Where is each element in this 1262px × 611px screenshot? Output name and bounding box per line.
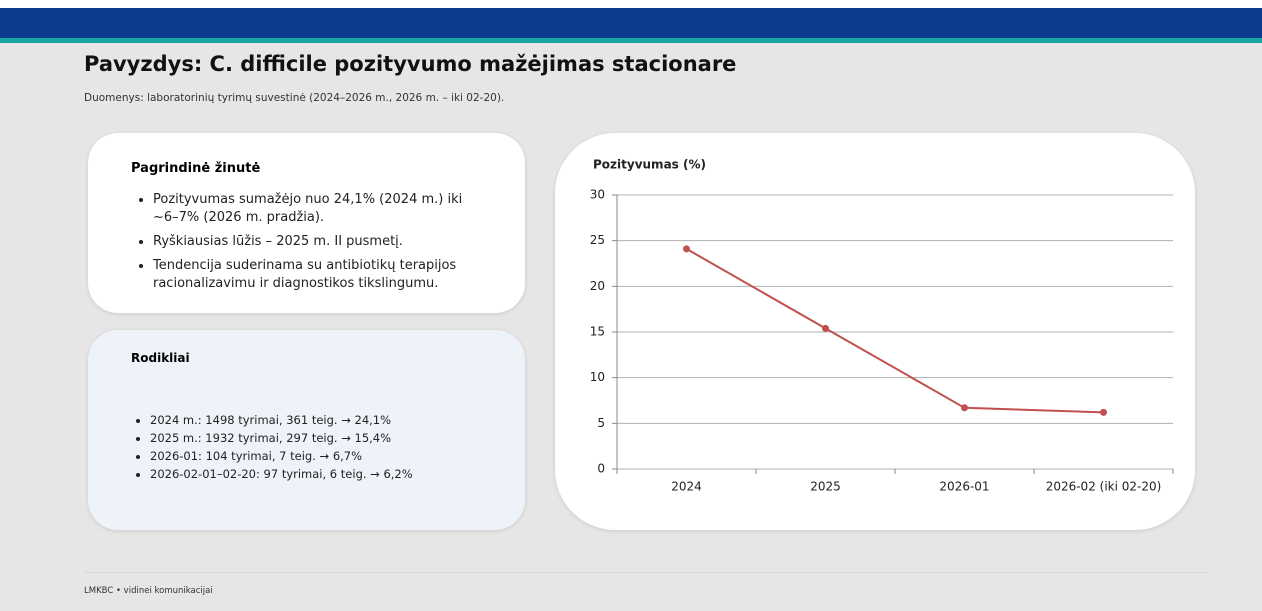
x-tick-label: 2025 — [810, 480, 841, 494]
y-tick-label: 5 — [597, 416, 605, 430]
bullet-list: 2024 m.: 1498 tyrimai, 361 teig. → 24,1%… — [130, 413, 530, 485]
card-title: Rodikliai — [131, 351, 190, 365]
footer: LMKBC • vidinei komunikacijai — [84, 586, 213, 596]
y-tick-label: 15 — [590, 325, 605, 339]
top-strip — [0, 0, 1262, 8]
key-message-card: Pagrindinė žinutė Pozityvumas sumažėjo n… — [88, 133, 525, 313]
x-tick-label: 2026-01 — [939, 480, 989, 494]
bullet: 2026-02-01–02-20: 97 tyrimai, 6 teig. → … — [150, 467, 530, 482]
bullet: 2026-01: 104 tyrimai, 7 teig. → 6,7% — [150, 449, 530, 464]
line — [686, 248, 1104, 414]
footer-line — [84, 572, 1209, 573]
chart-card: Pozityvumas (%) 0 5 10 15 20 25 30 2024 2025 2026… — [555, 133, 1195, 530]
top-bar — [0, 8, 1262, 38]
point — [683, 245, 690, 253]
card-title: Pagrindinė žinutė — [131, 161, 261, 176]
point — [961, 404, 968, 412]
bullet: Tendencija suderinama su antibiotikų ter… — [153, 257, 473, 293]
x-tick-label: 2026-02 (iki 02-20) — [1046, 480, 1162, 494]
bullet: 2024 m.: 1498 tyrimai, 361 teig. → 24,1% — [150, 413, 530, 428]
indicators-card: Rodikliai 2024 m.: 1498 tyrimai, 361 tei… — [88, 330, 525, 530]
bullet: 2025 m.: 1932 tyrimai, 297 teig. → 15,4% — [150, 431, 530, 446]
point — [1100, 408, 1107, 416]
chart-title: Pozityvumas (%) — [593, 158, 706, 172]
bullet: Ryškiausias lūžis – 2025 m. II pusmetį. — [153, 233, 473, 251]
y-tick-label: 10 — [590, 370, 605, 384]
y-tick-label: 30 — [590, 188, 605, 202]
y-tick-label: 0 — [597, 462, 605, 476]
x-tick-label: 2024 — [671, 480, 702, 494]
point — [822, 324, 829, 332]
bullet-list: Pozityvumas sumažėjo nuo 24,1% (2024 m.)… — [133, 191, 473, 299]
bullet: Pozityvumas sumažėjo nuo 24,1% (2024 m.)… — [153, 191, 473, 227]
accent-line — [0, 38, 1262, 43]
subtitle: Duomenys: laboratorinių tyrimų suvestinė… — [84, 92, 505, 104]
y-tick-label: 25 — [590, 233, 605, 247]
y-tick-label: 20 — [590, 279, 605, 293]
title: Pavyzdys: C. difficile pozityvumo mažėji… — [84, 52, 737, 76]
